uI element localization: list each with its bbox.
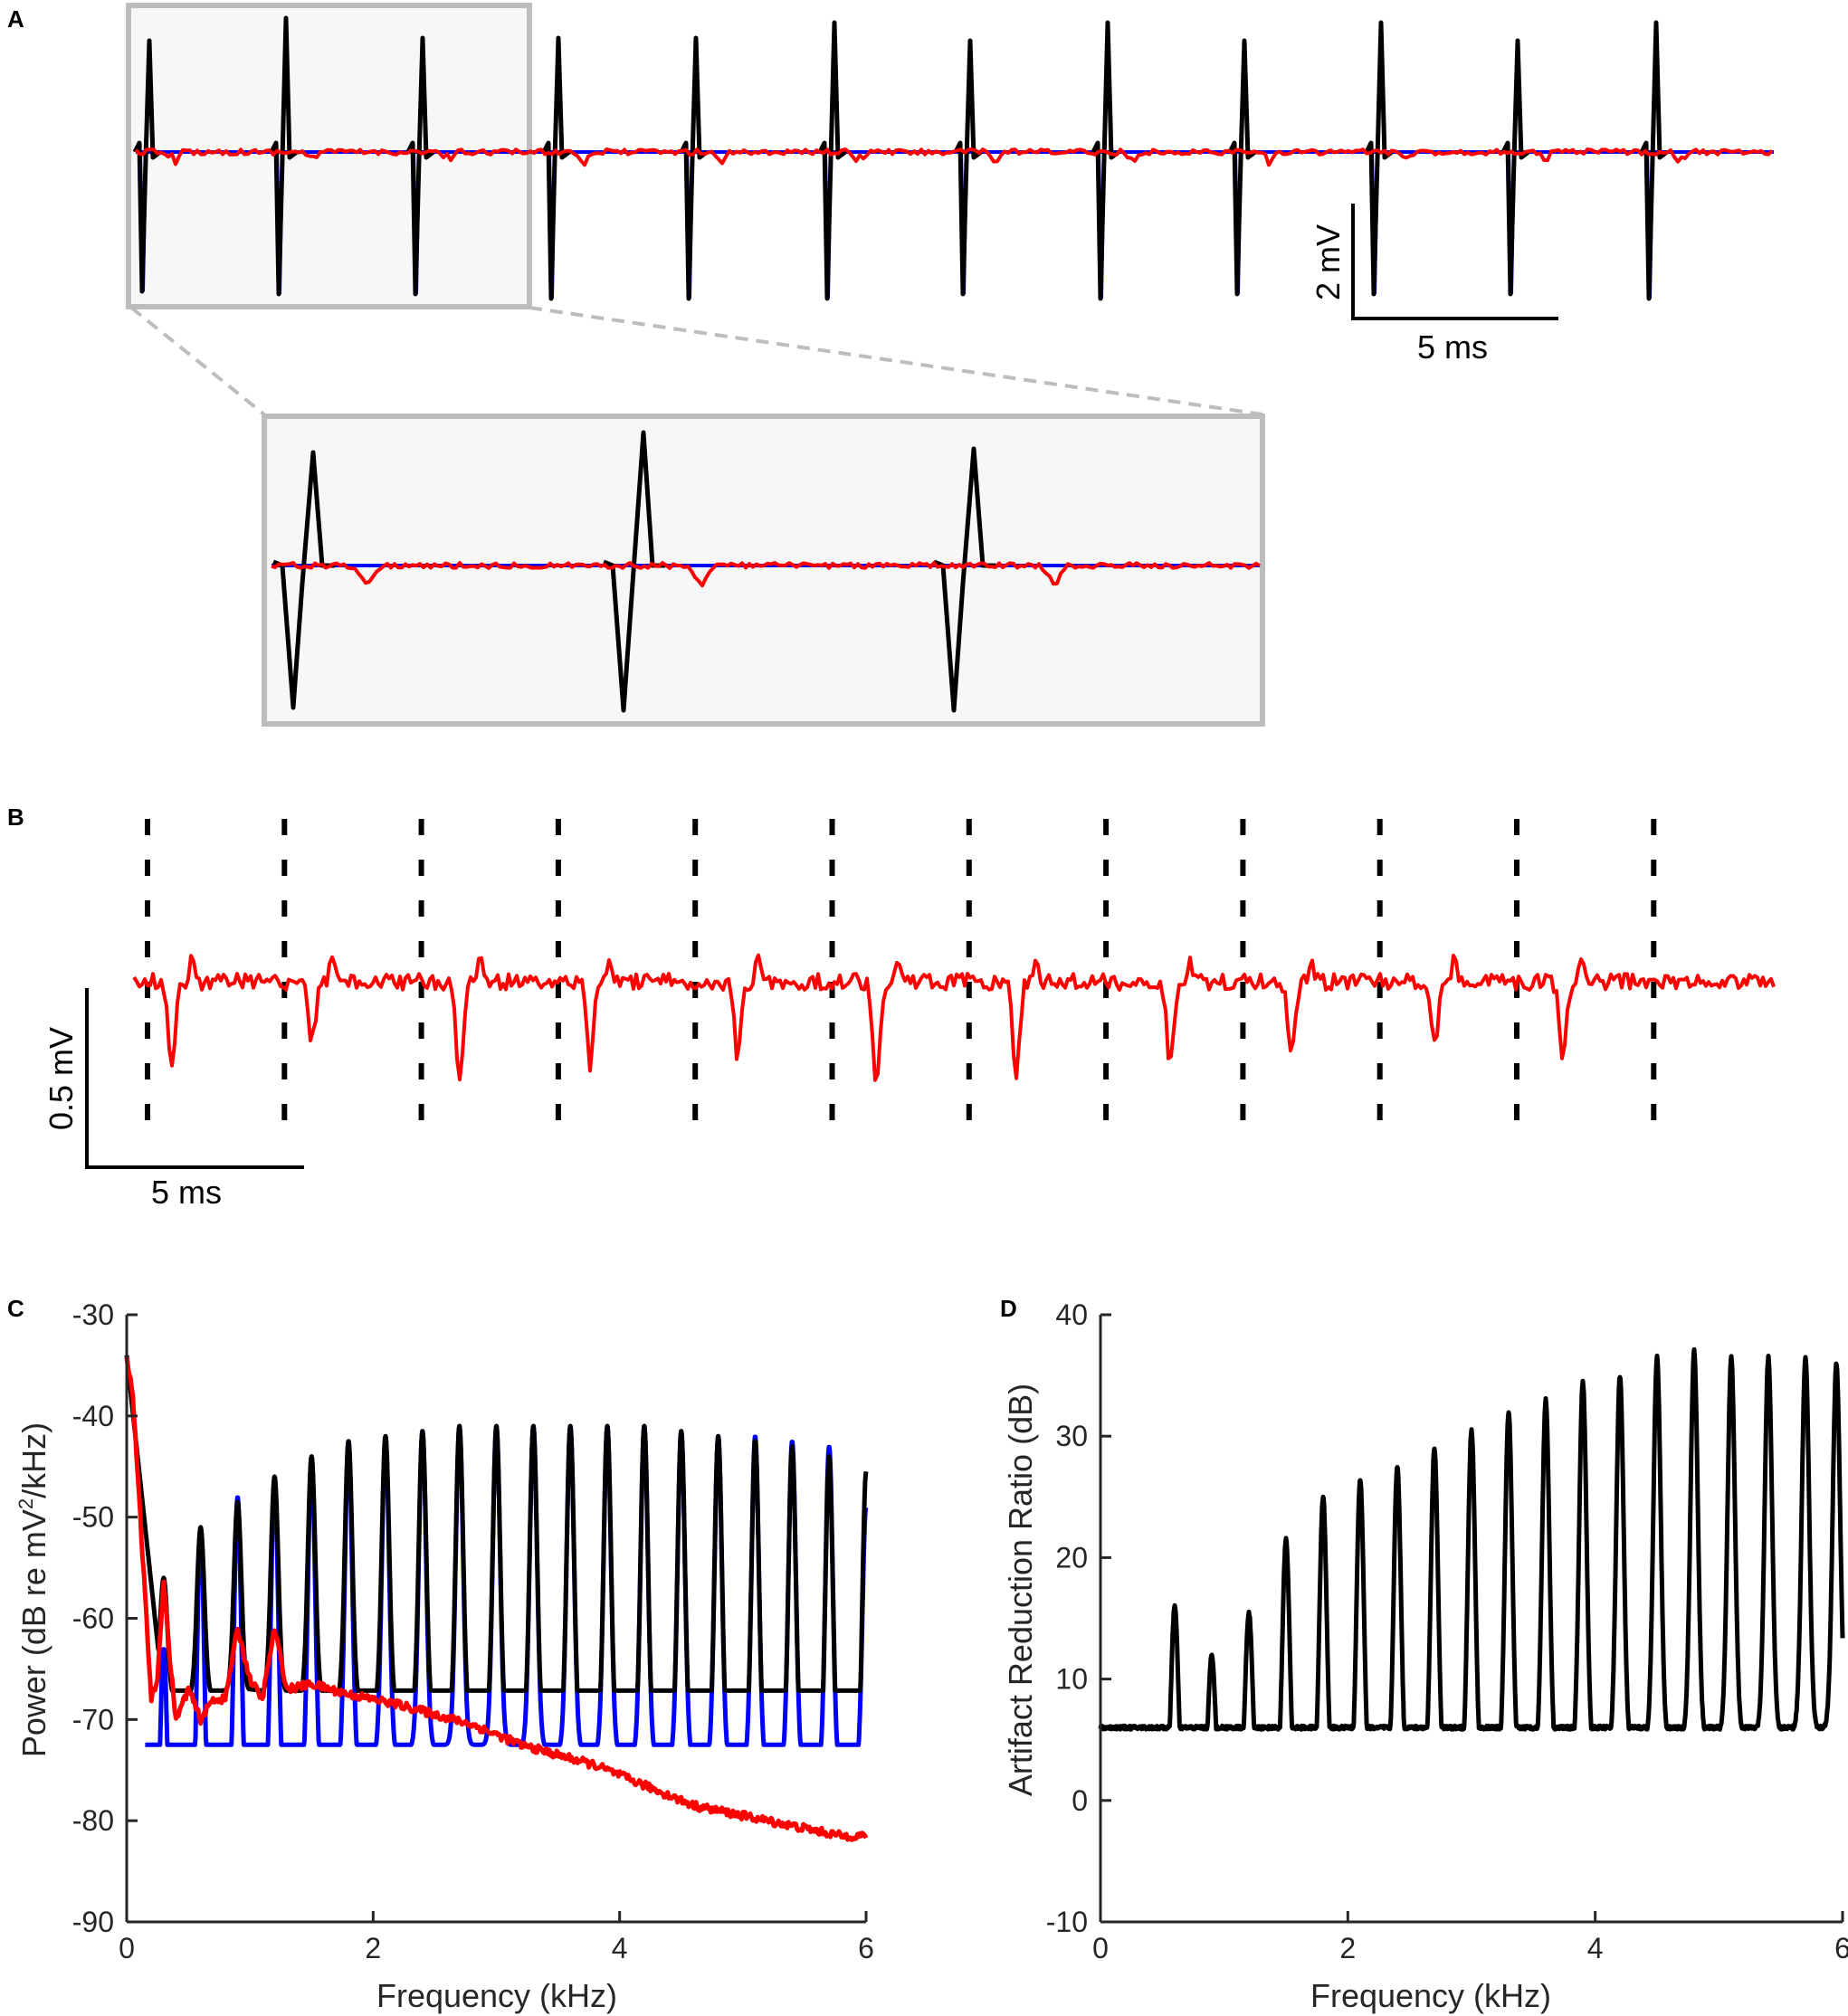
- y-tick-label: -90: [72, 1906, 114, 1938]
- raw-pulse: [1364, 20, 1394, 297]
- panel-b: B 0.5 mV 5 ms: [7, 804, 1776, 1211]
- raw-pulse: [817, 20, 847, 301]
- panel-d-series: [1098, 1346, 1845, 1732]
- raw-pulse: [405, 35, 435, 297]
- panel-d-xlabel: Frequency (kHz): [1310, 1977, 1551, 2014]
- panel-c-label: C: [7, 1295, 24, 1322]
- scale-bar-horizontal-label: 5 ms: [1417, 328, 1488, 366]
- series-reduction-ratio: [1098, 1346, 1845, 1732]
- panel-a: A 2 mV 5 ms: [7, 3, 1774, 727]
- raw-pulse: [953, 38, 983, 297]
- scale-bar-horizontal-label: 5 ms: [151, 1174, 222, 1211]
- x-tick-label: 6: [858, 1932, 874, 1964]
- raw-pulse: [1091, 20, 1120, 301]
- panel-a-zoom-traces: [271, 430, 1262, 713]
- panel-a-label: A: [7, 5, 24, 33]
- x-tick-label: 4: [612, 1932, 628, 1964]
- panel-c-axes: 0 2 4 6 -90 -80 -70 -60 -50 -40 -30: [72, 1298, 874, 1964]
- panel-b-pulse-markers: [145, 819, 1657, 1142]
- scale-bar-vertical-label: 2 mV: [1310, 224, 1347, 300]
- series-cleaned: [124, 1356, 869, 1842]
- residual-trace: [132, 953, 1776, 1082]
- panel-b-scale-bar: 0.5 mV 5 ms: [43, 988, 304, 1211]
- scale-bar-vertical-label: 0.5 mV: [43, 1027, 80, 1130]
- y-tick-label: -40: [72, 1400, 114, 1432]
- panel-b-residual-trace: [132, 953, 1776, 1082]
- x-tick-label: 2: [1339, 1932, 1356, 1964]
- series-template: [143, 1424, 869, 1747]
- y-tick-label: -80: [72, 1804, 114, 1837]
- zoom-connector-right: [529, 306, 1263, 416]
- cleaned-trace: [134, 147, 1774, 167]
- panel-d-ylabel: Artifact Reduction Ratio (dB): [1002, 1384, 1039, 1796]
- x-tick-label: 4: [1587, 1932, 1604, 1964]
- y-tick-label: 0: [1072, 1784, 1088, 1817]
- panel-b-label: B: [7, 804, 24, 831]
- panel-c-xlabel: Frequency (kHz): [376, 1977, 617, 2014]
- panel-c-ylabel: Power (dB re mV2/kHz): [14, 1422, 52, 1757]
- raw-pulse: [1227, 38, 1257, 297]
- y-tick-label: 40: [1055, 1298, 1088, 1331]
- y-tick-label: -30: [72, 1298, 114, 1331]
- zoom-source-box: [126, 3, 532, 309]
- panel-c-series: [124, 1355, 869, 1842]
- y-tick-label: -50: [72, 1501, 114, 1534]
- x-tick-label: 2: [365, 1932, 381, 1964]
- y-tick-label: 20: [1055, 1541, 1088, 1574]
- raw-pulse: [1500, 38, 1530, 297]
- y-tick-label: 30: [1055, 1420, 1088, 1452]
- panel-a-scale-bar: 2 mV 5 ms: [1310, 204, 1558, 366]
- series-raw: [124, 1355, 869, 1693]
- y-tick-label: -10: [1046, 1906, 1088, 1938]
- zoom-cleaned-trace: [271, 561, 1262, 588]
- zoom-connector-left: [129, 306, 266, 416]
- panel-c: C 0 2 4 6 -90 -80 -70 -60 -50 -40 -30 Frequency (k…: [7, 1295, 874, 2014]
- raw-pulse: [269, 15, 299, 297]
- raw-pulse: [679, 35, 709, 301]
- y-tick-label: 10: [1055, 1663, 1088, 1696]
- x-tick-label: 0: [119, 1932, 135, 1964]
- y-tick-label: -70: [72, 1703, 114, 1735]
- panel-a-traces: [132, 15, 1774, 301]
- y-tick-label: -60: [72, 1602, 114, 1635]
- zoom-inset-box: [262, 414, 1265, 727]
- x-tick-label: 0: [1092, 1932, 1109, 1964]
- panel-d-label: D: [1000, 1295, 1017, 1322]
- raw-pulse: [541, 35, 571, 301]
- x-tick-label: 6: [1834, 1932, 1848, 1964]
- raw-pulse: [1639, 20, 1669, 301]
- raw-pulse: [132, 38, 162, 294]
